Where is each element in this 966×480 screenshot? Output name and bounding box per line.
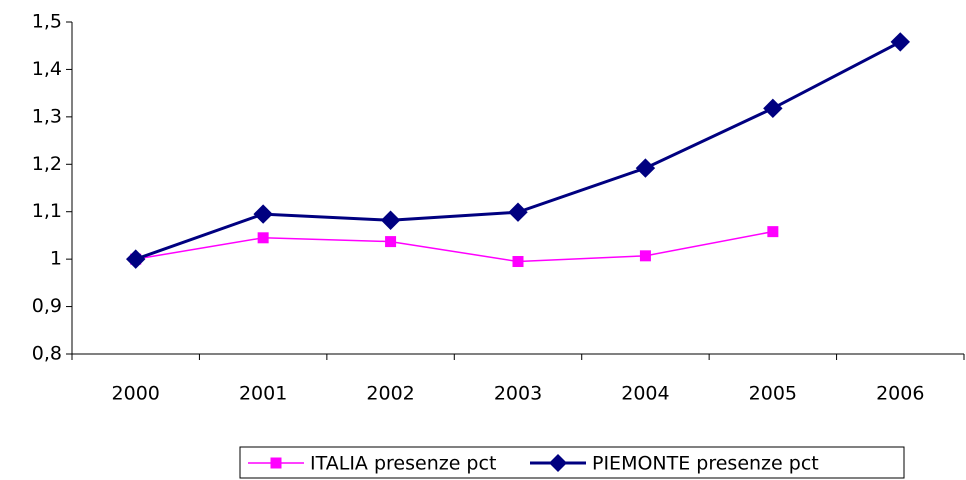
- marker: [767, 226, 779, 238]
- y-tick-label: 1,4: [32, 58, 62, 80]
- y-tick-label: 1: [50, 248, 62, 270]
- marker: [890, 32, 910, 52]
- x-tick-label: 2006: [876, 383, 924, 405]
- marker: [257, 232, 269, 244]
- series-line: [135, 40, 901, 261]
- marker: [380, 210, 401, 230]
- marker: [508, 202, 528, 222]
- y-tick-label: 1,3: [32, 105, 62, 127]
- y-tick-label: 1,1: [32, 200, 62, 222]
- y-tick-label: 0,9: [32, 295, 62, 317]
- marker: [635, 158, 656, 178]
- legend-label: PIEMONTE presenze pct: [592, 453, 819, 475]
- y-tick-label: 1,2: [32, 153, 62, 175]
- legend-marker: [270, 457, 282, 469]
- x-tick-label: 2004: [621, 383, 669, 405]
- marker: [639, 250, 651, 262]
- x-tick-label: 2002: [366, 383, 414, 405]
- y-tick-label: 1,5: [32, 11, 62, 33]
- y-tick-label: 0,8: [32, 343, 62, 365]
- x-tick-label: 2003: [494, 383, 542, 405]
- marker: [126, 249, 146, 269]
- legend-label: ITALIA presenze pct: [310, 453, 496, 475]
- legend-marker: [549, 454, 567, 472]
- x-tick-label: 2000: [112, 383, 160, 405]
- marker: [253, 204, 273, 224]
- x-tick-label: 2001: [239, 383, 287, 405]
- marker: [512, 256, 524, 268]
- x-tick-label: 2005: [749, 383, 797, 405]
- marker: [763, 98, 783, 119]
- series-line: [135, 230, 773, 263]
- marker: [385, 236, 397, 248]
